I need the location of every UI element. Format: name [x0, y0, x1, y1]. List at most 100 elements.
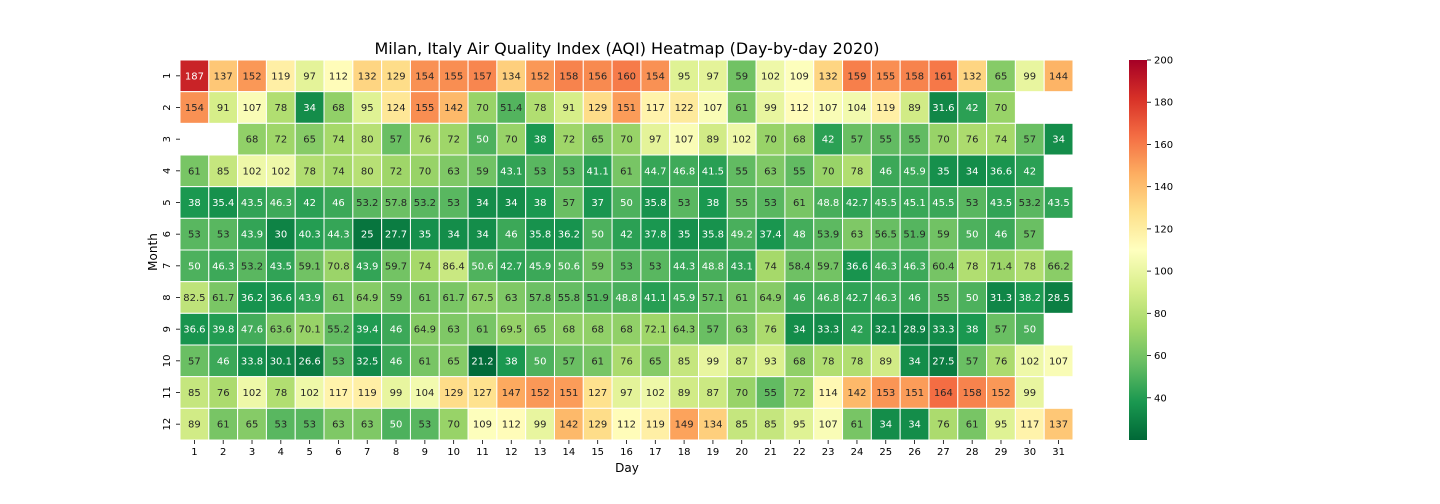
x-tick-label: 2	[220, 447, 226, 458]
cell-value-label: 89	[678, 388, 691, 399]
cell-value-label: 40.3	[298, 230, 320, 241]
heatmap-cell	[1014, 312, 1045, 346]
cell-value-label: 112	[329, 71, 348, 82]
cell-value-label: 43.9	[241, 230, 263, 241]
cell-value-label: 36.6	[846, 261, 868, 272]
x-tick-label: 14	[563, 447, 576, 458]
heatmap-cell	[237, 344, 267, 378]
heatmap-cell	[986, 186, 1016, 219]
cell-value-label: 70	[735, 388, 748, 399]
cell-value-label: 55	[764, 388, 777, 399]
heatmap-cell	[208, 407, 239, 441]
heatmap-cell	[179, 281, 210, 314]
cell-value-label: 51.4	[500, 103, 522, 114]
cell-value-label: 53	[966, 198, 979, 209]
heatmap-cell	[553, 59, 584, 93]
cell-value-label: 107	[703, 103, 722, 114]
heatmap-cell	[582, 249, 613, 283]
heatmap-cell	[899, 281, 930, 314]
cell-value-label: 155	[876, 71, 895, 82]
cell-value-label: 42	[851, 325, 864, 336]
cell-value-label: 69.5	[500, 325, 522, 336]
cell-value-label: 50	[390, 420, 403, 431]
heatmap-cell	[928, 154, 959, 188]
cell-value-label: 57	[563, 198, 576, 209]
x-tick-label: 26	[908, 447, 921, 458]
cell-value-label: 61	[332, 293, 345, 304]
heatmap-cell	[726, 59, 757, 93]
cell-value-label: 76	[217, 388, 230, 399]
cell-value-label: 65	[303, 135, 316, 146]
heatmap-cell	[381, 281, 411, 314]
cell-value-label: 87	[735, 356, 748, 367]
cell-value-label: 187	[185, 71, 204, 82]
heatmap-cell	[842, 186, 872, 219]
cell-value-label: 61	[966, 420, 979, 431]
cell-value-label: 87	[707, 388, 720, 399]
heatmap-cell	[381, 122, 411, 156]
cell-value-label: 61	[188, 166, 201, 177]
cell-value-label: 112	[502, 420, 521, 431]
cell-value-label: 37.4	[759, 230, 781, 241]
heatmap-cell	[755, 407, 786, 441]
cell-value-label: 55	[735, 166, 748, 177]
cell-value-label: 43.1	[731, 261, 753, 272]
heatmap-cell	[208, 249, 239, 283]
cell-value-label: 38	[966, 325, 979, 336]
heatmap-cell	[928, 59, 959, 93]
colorbar-tick-label: 80	[1154, 309, 1167, 320]
x-tick-label: 17	[649, 447, 662, 458]
heatmap-cell	[553, 281, 584, 314]
cell-value-label: 76	[995, 356, 1008, 367]
heatmap-cell	[409, 186, 440, 219]
cell-value-label: 68	[332, 103, 345, 114]
cell-value-label: 61	[735, 293, 748, 304]
cell-value-label: 50	[476, 135, 489, 146]
colorbar-ticks: 40 60 80 100 120 140 160 180 200	[1147, 56, 1173, 404]
cell-value-label: 78	[822, 356, 835, 367]
heatmap-cells: 187 137 152 119 97 112 132 129 154 155 157 134 152 15…	[179, 59, 1074, 441]
y-tick-label: 1	[162, 73, 173, 79]
cell-value-label: 78	[966, 261, 979, 272]
x-tick-label: 8	[393, 447, 399, 458]
colorbar-tick-label: 120	[1154, 224, 1173, 235]
heatmap-cell	[698, 122, 728, 156]
cell-value-label: 50	[966, 293, 979, 304]
cell-value-label: 68	[793, 356, 806, 367]
heatmap-cell	[352, 407, 383, 441]
cell-value-label: 53	[534, 166, 547, 177]
heatmap-cell	[409, 376, 440, 409]
cell-value-label: 55	[937, 293, 950, 304]
cell-value-label: 63	[735, 325, 748, 336]
heatmap-cell	[698, 59, 728, 93]
heatmap-cell	[611, 91, 642, 124]
heatmap-cell	[1014, 407, 1045, 441]
cell-value-label: 93	[764, 356, 777, 367]
cell-value-label: 57	[707, 325, 720, 336]
cell-value-label: 122	[675, 103, 694, 114]
cell-value-label: 152	[991, 388, 1010, 399]
cell-value-label: 45.1	[903, 198, 925, 209]
heatmap-cell	[381, 249, 411, 283]
cell-value-label: 65	[246, 420, 259, 431]
heatmap-cell	[1043, 281, 1074, 314]
cell-value-label: 72	[390, 166, 403, 177]
heatmap-cell	[496, 186, 527, 219]
cell-value-label: 50	[534, 356, 547, 367]
heatmap-cell	[1014, 154, 1045, 188]
cell-value-label: 68	[620, 325, 633, 336]
cell-value-label: 132	[819, 71, 838, 82]
cell-value-label: 34	[966, 166, 979, 177]
cell-value-label: 49.2	[731, 230, 753, 241]
y-tick-label: 7	[162, 263, 173, 269]
cell-value-label: 107	[1049, 356, 1068, 367]
cell-value-label: 63	[361, 420, 374, 431]
cell-value-label: 53	[678, 198, 691, 209]
cell-value-label: 34	[303, 103, 316, 114]
cell-value-label: 35.8	[644, 198, 666, 209]
heatmap-cell	[755, 312, 786, 346]
heatmap-cell	[755, 59, 786, 93]
cell-value-label: 68	[591, 325, 604, 336]
heatmap-cell	[496, 59, 527, 93]
cell-value-label: 43.5	[241, 198, 263, 209]
